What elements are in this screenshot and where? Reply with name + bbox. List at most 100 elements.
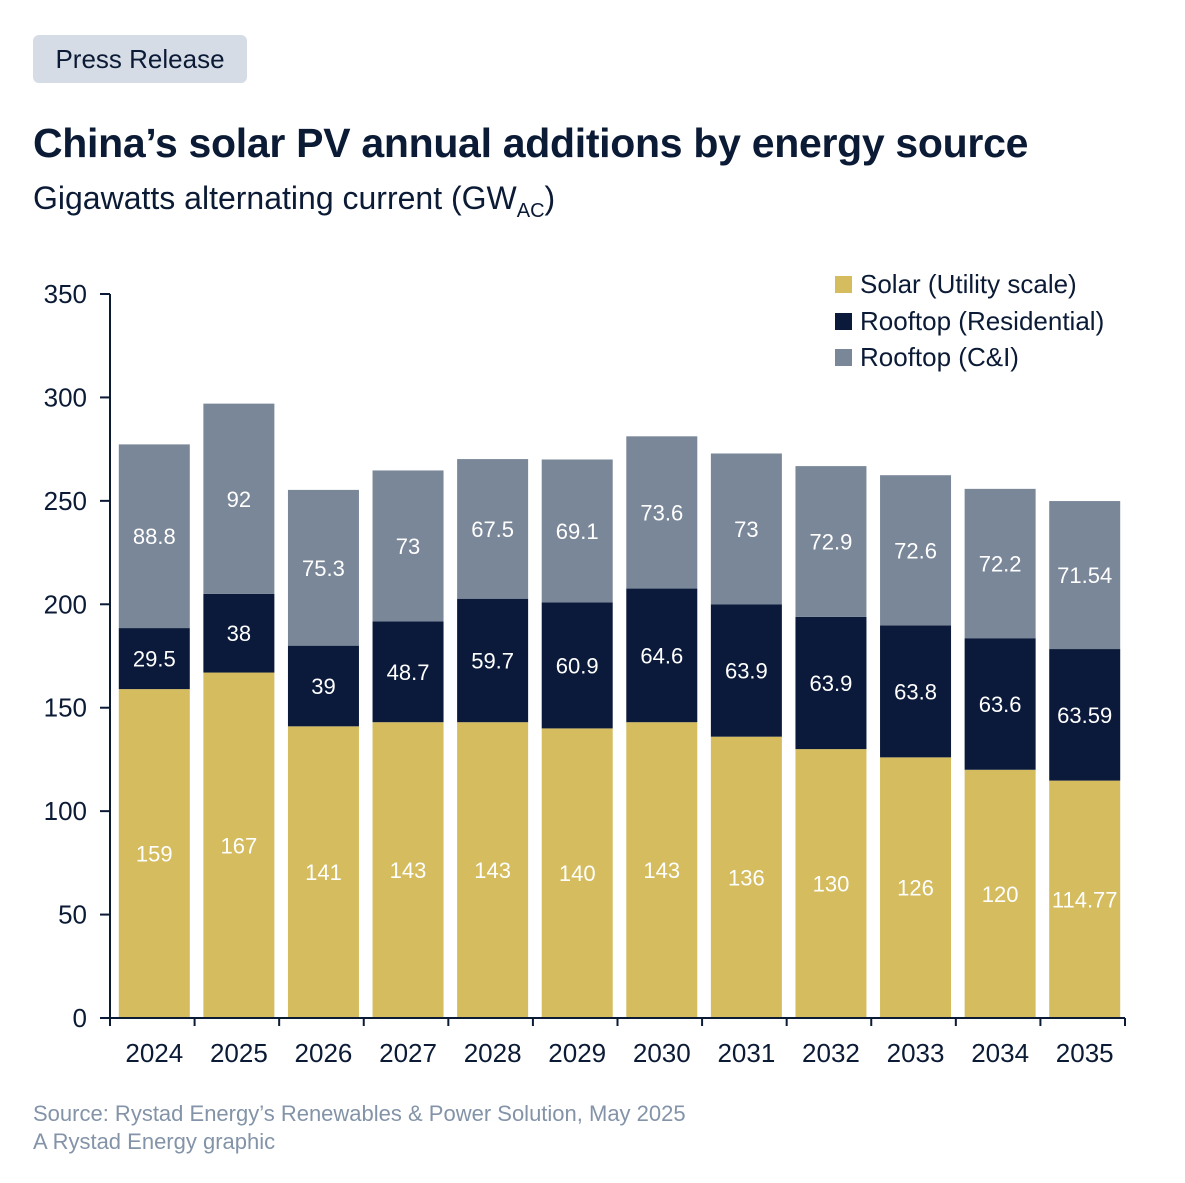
bar-2024-series-2 xyxy=(118,444,190,629)
value-label-2027-series-2: 73 xyxy=(396,534,420,559)
bar-2029-series-1 xyxy=(541,602,613,729)
bar-2035-series-2 xyxy=(1049,501,1121,650)
value-label-2029-series-2: 69.1 xyxy=(556,519,599,544)
bar-2032-series-2 xyxy=(795,466,867,617)
value-label-2030-series-2: 73.6 xyxy=(640,500,683,525)
x-tick-label-2030: 2030 xyxy=(633,1038,691,1068)
bar-2034-series-2 xyxy=(964,488,1036,639)
y-tick-label-50: 50 xyxy=(58,900,87,930)
legend-swatch-1 xyxy=(835,313,852,330)
value-label-2024-series-2: 88.8 xyxy=(133,524,176,549)
bar-2031-series-2 xyxy=(710,453,782,605)
y-tick-label-300: 300 xyxy=(44,382,87,412)
bar-2033-series-0 xyxy=(880,757,952,1018)
bar-2030-series-1 xyxy=(626,588,698,723)
bar-2027-series-2 xyxy=(372,470,444,622)
bar-2035-series-0 xyxy=(1049,780,1121,1018)
value-label-2030-series-0: 143 xyxy=(643,858,680,883)
subtitle-main: Gigawatts alternating current (GW xyxy=(33,180,517,216)
x-tick-label-2032: 2032 xyxy=(802,1038,860,1068)
value-label-2033-series-2: 72.6 xyxy=(894,538,937,563)
value-label-2034-series-0: 120 xyxy=(982,882,1019,907)
legend-label-1: Rooftop (Residential) xyxy=(860,306,1104,336)
chart-subtitle: Gigawatts alternating current (GWAC) xyxy=(33,180,555,223)
y-tick-label-250: 250 xyxy=(44,486,87,516)
y-tick-label-0: 0 xyxy=(73,1003,87,1033)
bar-2029-series-2 xyxy=(541,459,613,603)
x-tick-label-2027: 2027 xyxy=(379,1038,437,1068)
bar-2030-series-0 xyxy=(626,722,698,1018)
source-note: Source: Rystad Energy’s Renewables & Pow… xyxy=(33,1101,686,1126)
bar-2028-series-0 xyxy=(457,722,529,1018)
x-tick-label-2033: 2033 xyxy=(887,1038,945,1068)
bar-2032-series-1 xyxy=(795,616,867,750)
value-label-2025-series-1: 38 xyxy=(227,621,251,646)
bar-2028-series-1 xyxy=(457,598,529,723)
bar-2030-series-2 xyxy=(626,436,698,589)
subtitle-end: ) xyxy=(544,180,556,216)
x-tick-label-2026: 2026 xyxy=(295,1038,353,1068)
value-label-2033-series-0: 126 xyxy=(897,876,934,901)
value-label-2031-series-2: 73 xyxy=(734,517,758,542)
value-label-2024-series-1: 29.5 xyxy=(133,647,176,672)
bar-2024-series-1 xyxy=(118,628,190,690)
value-label-2031-series-0: 136 xyxy=(728,865,765,890)
x-tick-label-2031: 2031 xyxy=(717,1038,775,1068)
bar-2034-series-0 xyxy=(964,769,1036,1018)
x-tick-label-2024: 2024 xyxy=(125,1038,183,1068)
value-label-2027-series-0: 143 xyxy=(390,858,427,883)
value-label-2035-series-1: 63.59 xyxy=(1057,703,1112,728)
value-label-2027-series-1: 48.7 xyxy=(387,660,430,685)
value-label-2026-series-1: 39 xyxy=(311,674,335,699)
bar-2026-series-2 xyxy=(287,489,359,646)
bar-2027-series-0 xyxy=(372,722,444,1018)
value-label-2034-series-2: 72.2 xyxy=(979,552,1022,577)
bar-2027-series-1 xyxy=(372,621,444,723)
legend-label-0: Solar (Utility scale) xyxy=(860,269,1077,299)
value-label-2025-series-2: 92 xyxy=(227,487,251,512)
legend-swatch-2 xyxy=(835,349,852,366)
bar-2025-series-1 xyxy=(203,593,275,673)
subtitle-subscript: AC xyxy=(516,200,545,222)
value-label-2034-series-1: 63.6 xyxy=(979,692,1022,717)
value-label-2031-series-1: 63.9 xyxy=(725,659,768,684)
bar-2025-series-0 xyxy=(203,672,275,1018)
value-label-2035-series-2: 71.54 xyxy=(1057,563,1112,588)
value-label-2028-series-2: 67.5 xyxy=(471,517,514,542)
legend-label-2: Rooftop (C&I) xyxy=(860,342,1019,372)
y-tick-label-150: 150 xyxy=(44,693,87,723)
bar-2029-series-0 xyxy=(541,728,613,1018)
bar-2033-series-1 xyxy=(880,625,952,758)
press-release-badge: Press Release xyxy=(33,35,247,83)
chart-title: China’s solar PV annual additions by ene… xyxy=(33,120,1029,166)
value-label-2024-series-0: 159 xyxy=(136,842,173,867)
value-label-2026-series-2: 75.3 xyxy=(302,556,345,581)
value-label-2035-series-0: 114.77 xyxy=(1052,887,1118,912)
value-label-2029-series-1: 60.9 xyxy=(556,653,599,678)
x-tick-label-2035: 2035 xyxy=(1056,1038,1114,1068)
value-label-2028-series-0: 143 xyxy=(474,858,511,883)
bar-2028-series-2 xyxy=(457,459,529,599)
bar-2034-series-1 xyxy=(964,638,1036,770)
x-tick-label-2025: 2025 xyxy=(210,1038,268,1068)
bar-2031-series-0 xyxy=(710,736,782,1018)
bar-2026-series-1 xyxy=(287,645,359,727)
value-label-2032-series-1: 63.9 xyxy=(810,671,853,696)
y-tick-label-200: 200 xyxy=(44,589,87,619)
x-tick-label-2034: 2034 xyxy=(971,1038,1029,1068)
x-tick-label-2029: 2029 xyxy=(548,1038,606,1068)
footer: Source: Rystad Energy’s Renewables & Pow… xyxy=(33,1100,686,1156)
value-label-2032-series-2: 72.9 xyxy=(810,530,853,555)
bar-2033-series-2 xyxy=(880,475,952,626)
value-label-2029-series-0: 140 xyxy=(559,861,596,886)
bar-2024-series-0 xyxy=(118,689,190,1018)
value-label-2025-series-0: 167 xyxy=(221,833,258,858)
y-tick-label-350: 350 xyxy=(44,279,87,309)
bar-2025-series-2 xyxy=(203,403,275,594)
legend-swatch-0 xyxy=(835,276,852,293)
value-label-2033-series-1: 63.8 xyxy=(894,679,937,704)
value-label-2030-series-1: 64.6 xyxy=(640,643,683,668)
bar-2026-series-0 xyxy=(287,726,359,1018)
x-tick-label-2028: 2028 xyxy=(464,1038,522,1068)
